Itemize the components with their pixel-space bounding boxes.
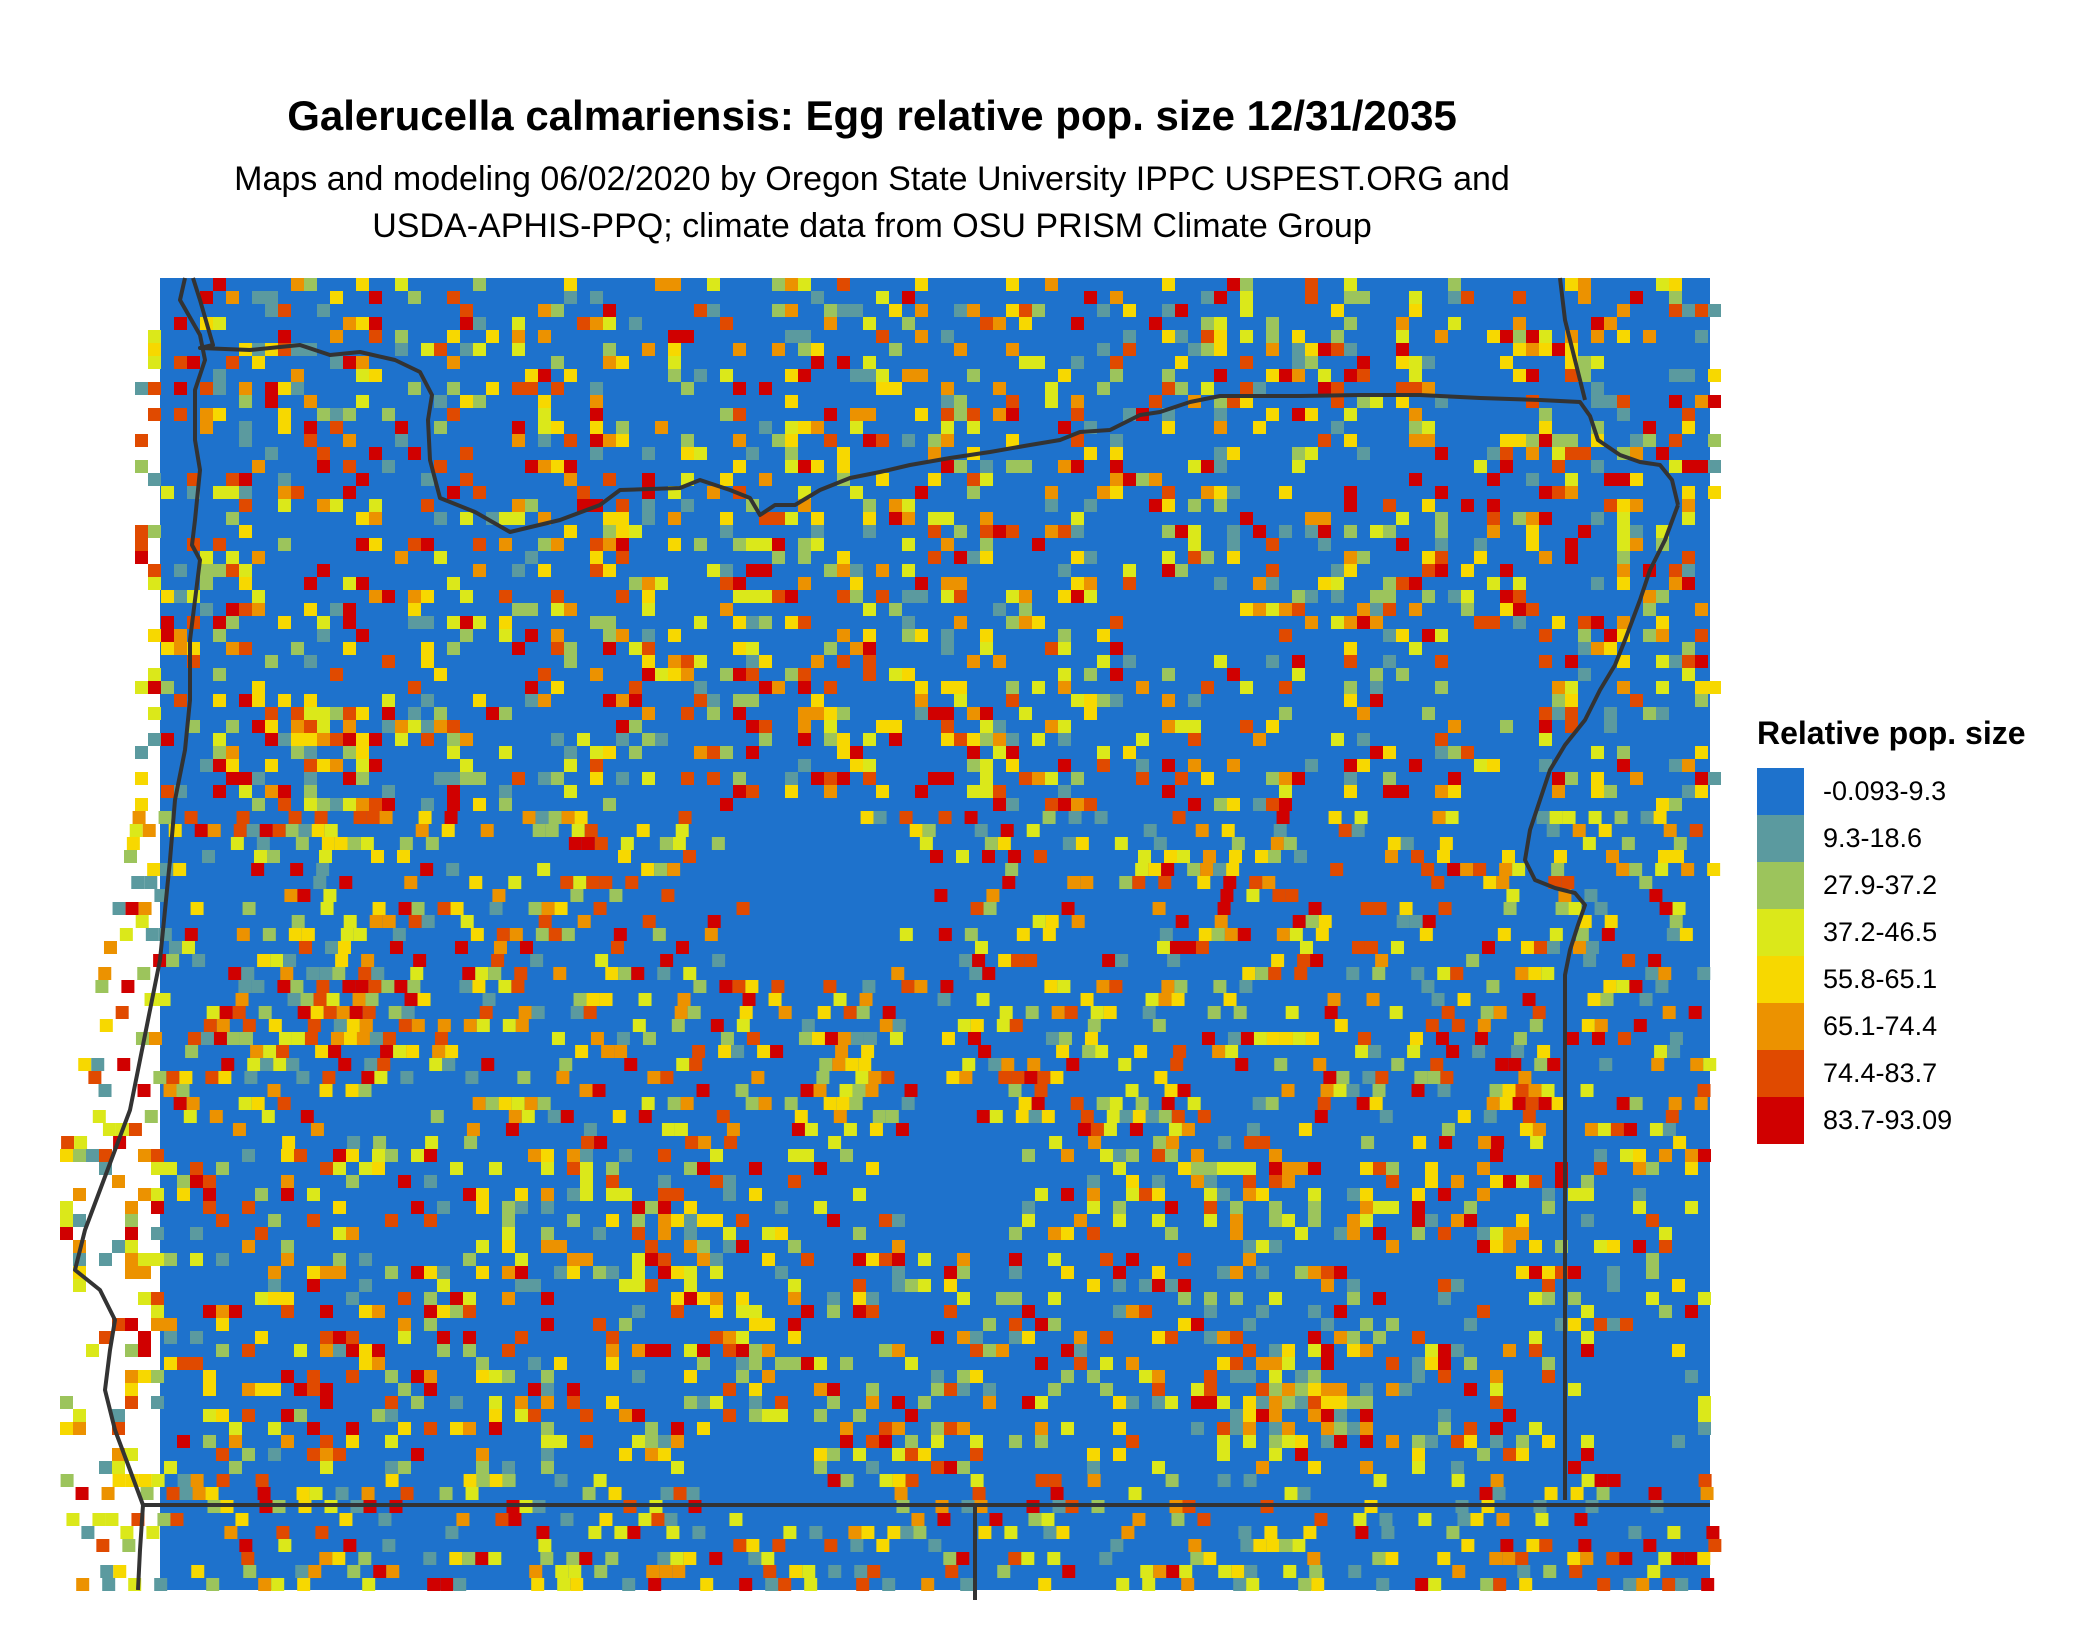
legend-label: 27.9-37.2 — [1823, 870, 1938, 900]
legend-label: 65.1-74.4 — [1823, 1011, 1938, 1041]
legend-item: 9.3-18.6 — [1757, 815, 1922, 862]
legend-item: 65.1-74.4 — [1757, 1003, 1937, 1050]
heatmap-cells — [60, 278, 1722, 1591]
legend-label: 55.8-65.1 — [1823, 964, 1938, 994]
legend-swatch — [1757, 1097, 1804, 1144]
legend-swatch — [1757, 862, 1804, 909]
state-boundaries — [73, 277, 1710, 1600]
legend-item: -0.093-9.3 — [1757, 768, 1946, 815]
legend-label: 83.7-93.09 — [1823, 1105, 1953, 1135]
pacific-coastline — [73, 277, 207, 1591]
legend-item: 83.7-93.09 — [1757, 1097, 1952, 1144]
map-subtitle-line-1: Maps and modeling 06/02/2020 by Oregon S… — [234, 160, 1510, 198]
legend-swatch — [1757, 956, 1804, 1003]
legend-item: 55.8-65.1 — [1757, 956, 1937, 1003]
legend-swatch — [1757, 768, 1804, 815]
oregon-washington-border — [191, 277, 1680, 534]
legend-swatch — [1757, 1050, 1804, 1097]
legend-label: 9.3-18.6 — [1823, 823, 1923, 853]
legend-item: 27.9-37.2 — [1757, 862, 1937, 909]
oregon-idaho-border — [1523, 277, 1680, 1500]
legend-label: -0.093-9.3 — [1823, 776, 1947, 806]
map-subtitle-line-2: USDA-APHIS-PPQ; climate data from OSU PR… — [372, 207, 1372, 245]
legend-item: 74.4-83.7 — [1757, 1050, 1937, 1097]
legend-label: 74.4-83.7 — [1823, 1058, 1938, 1088]
legend-swatch — [1757, 1003, 1804, 1050]
legend-swatch — [1757, 815, 1804, 862]
legend-item: 37.2-46.5 — [1757, 909, 1937, 956]
legend-swatch — [1757, 909, 1804, 956]
map-title: Galerucella calmariensis: Egg relative p… — [287, 92, 1457, 139]
legend-label: 37.2-46.5 — [1823, 917, 1938, 947]
legend-title: Relative pop. size — [1757, 715, 2026, 751]
